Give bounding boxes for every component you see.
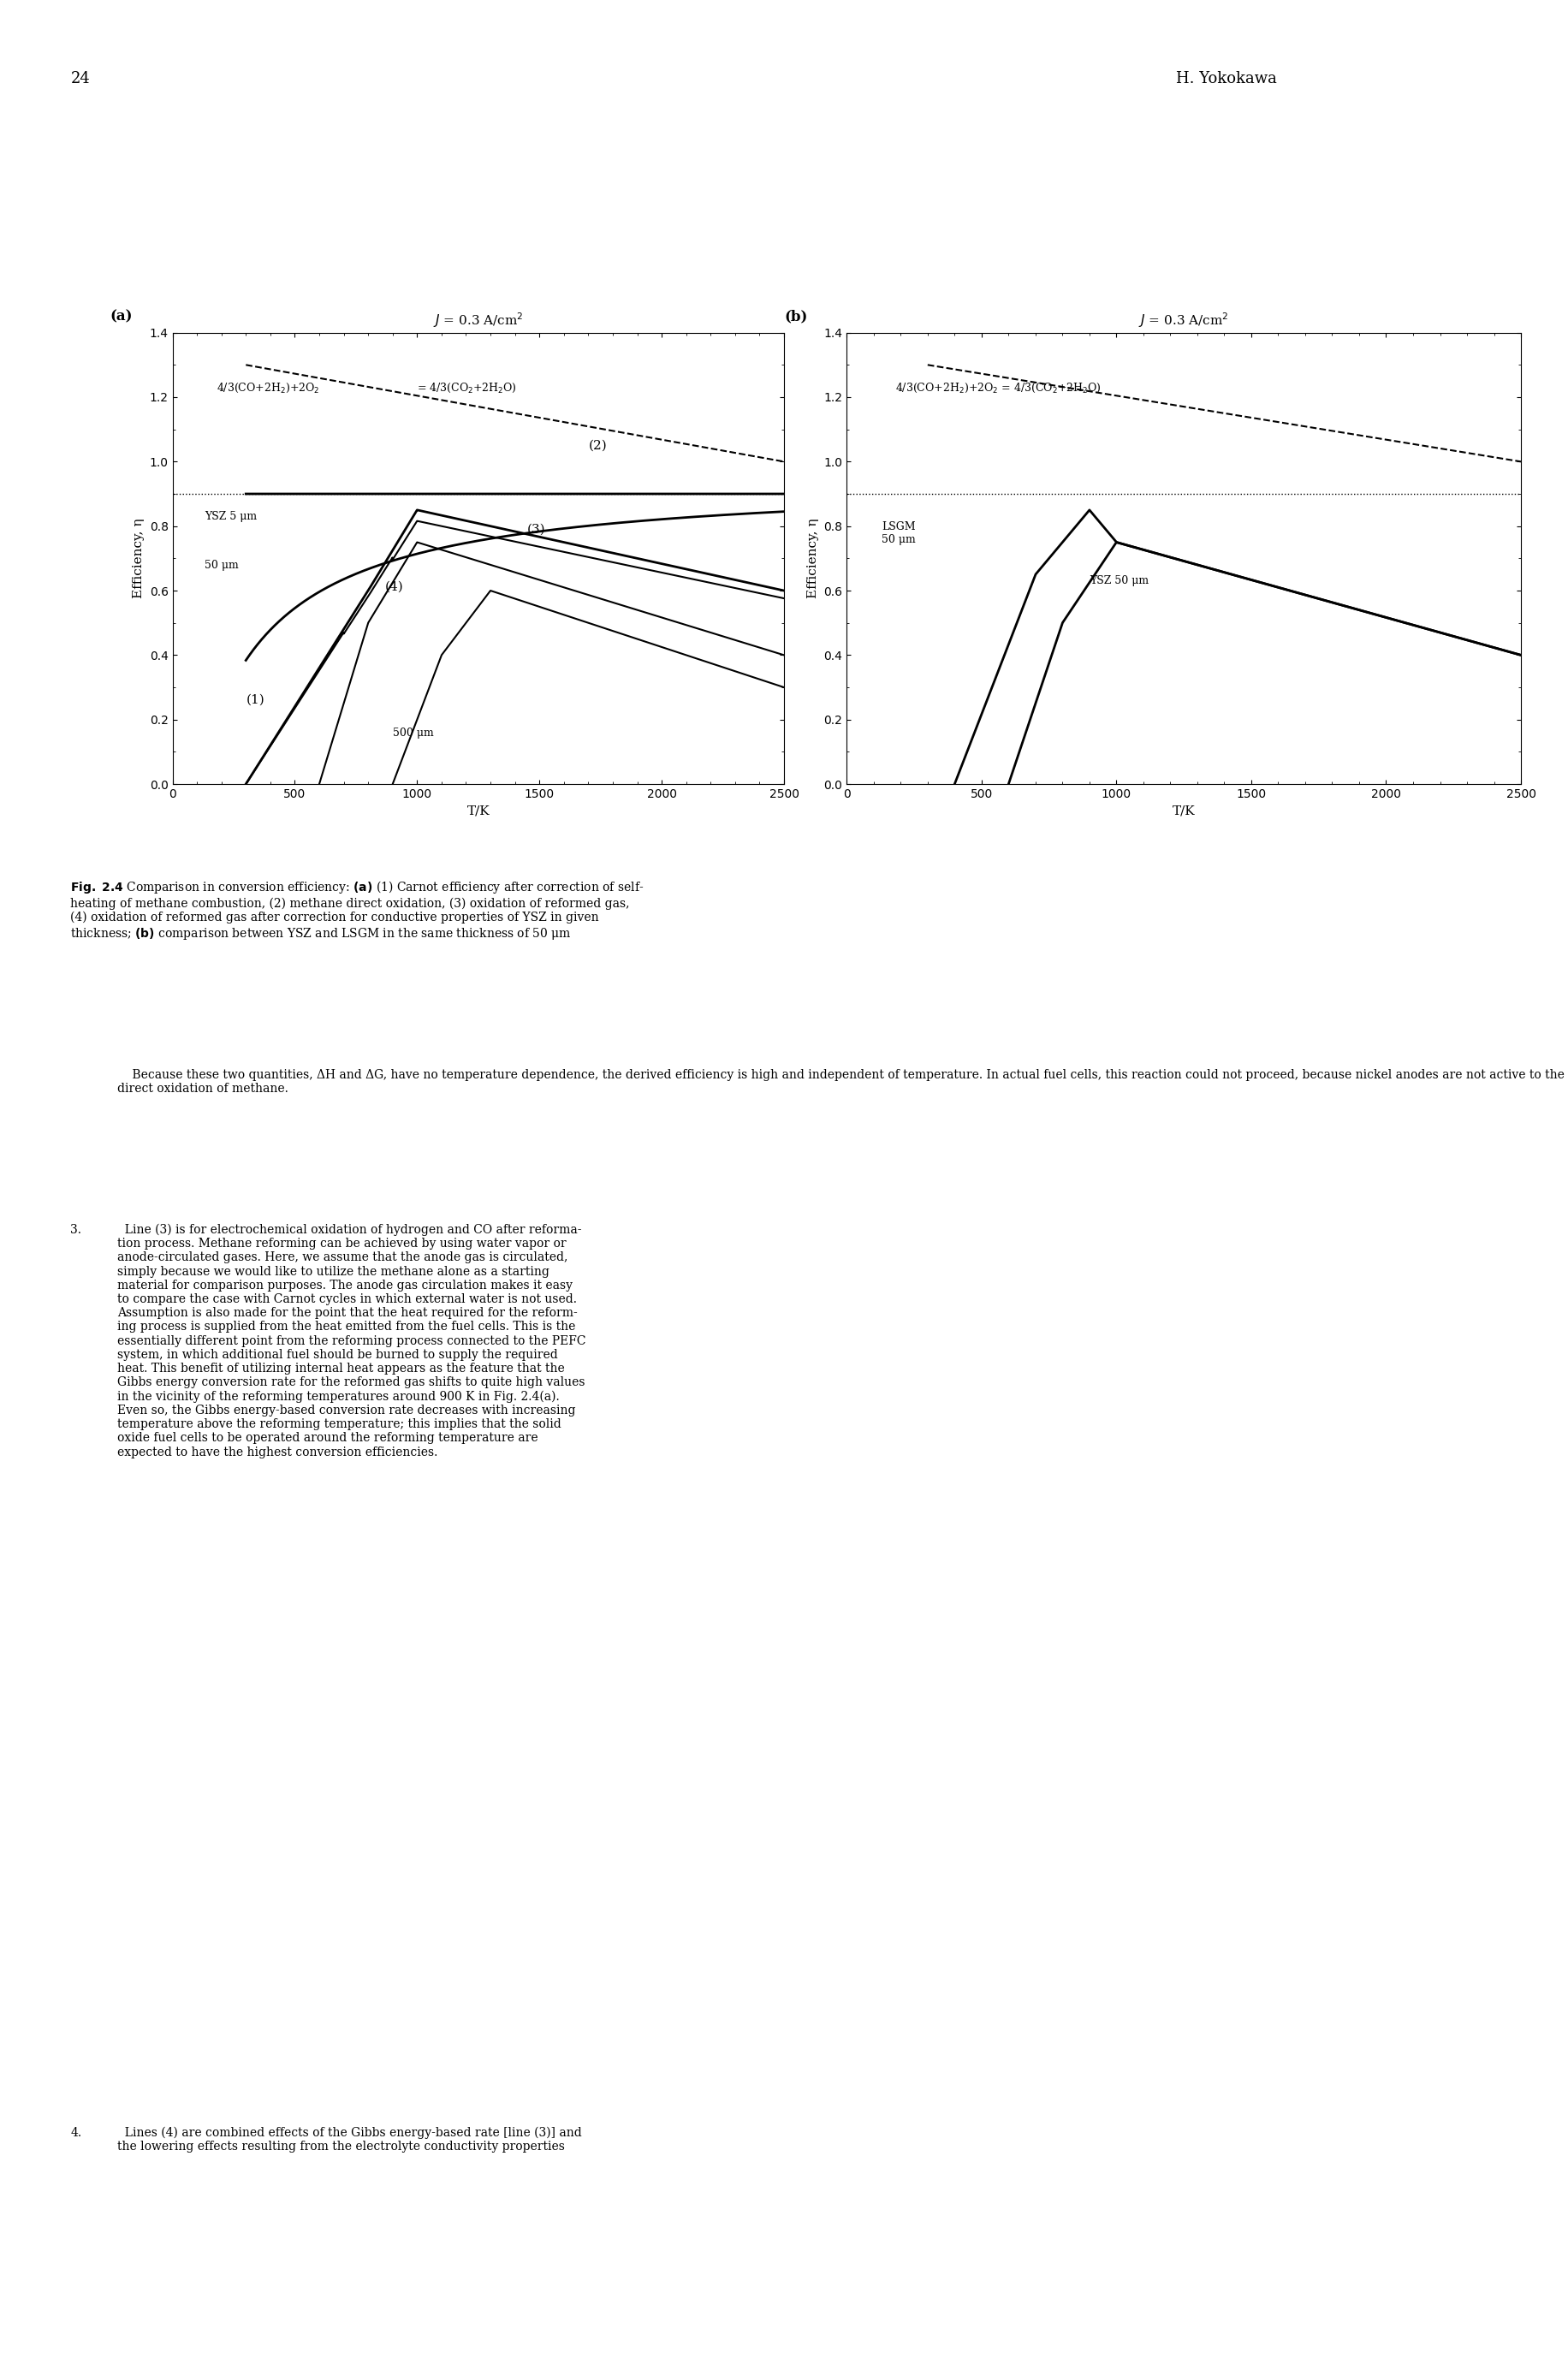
Text: (2): (2) <box>588 440 607 451</box>
Text: YSZ 50 μm: YSZ 50 μm <box>1090 575 1149 587</box>
Text: Lines (4) are combined effects of the Gibbs energy-based rate [line (3)] and
the: Lines (4) are combined effects of the Gi… <box>118 2127 582 2153</box>
Text: 4/3(CO+2H$_2$)+2O$_2$ = 4/3(CO$_2$+2H$_2$O): 4/3(CO+2H$_2$)+2O$_2$ = 4/3(CO$_2$+2H$_2… <box>895 380 1101 394</box>
Text: (3): (3) <box>527 523 546 535</box>
X-axis label: T/K: T/K <box>1173 805 1195 817</box>
Title: $J$ = 0.3 A/cm$^2$: $J$ = 0.3 A/cm$^2$ <box>1138 311 1229 330</box>
Y-axis label: Efficiency, η: Efficiency, η <box>133 518 144 599</box>
Text: (b): (b) <box>784 309 808 323</box>
Text: 4/3(CO+2H$_2$)+2O$_2$: 4/3(CO+2H$_2$)+2O$_2$ <box>216 380 320 394</box>
Text: 500 μm: 500 μm <box>392 727 433 739</box>
Text: Line (3) is for electrochemical oxidation of hydrogen and CO after reforma-
tion: Line (3) is for electrochemical oxidatio… <box>118 1224 586 1459</box>
Text: 24: 24 <box>71 71 89 86</box>
Text: (4): (4) <box>386 582 405 594</box>
Y-axis label: Efficiency, η: Efficiency, η <box>808 518 818 599</box>
Text: YSZ 5 μm: YSZ 5 μm <box>204 511 257 523</box>
Text: 3.: 3. <box>71 1224 82 1236</box>
Text: H. Yokokawa: H. Yokokawa <box>1176 71 1276 86</box>
Text: LSGM
50 μm: LSGM 50 μm <box>881 520 916 544</box>
Text: Because these two quantities, ΔH and ΔG, have no temperature dependence, the der: Because these two quantities, ΔH and ΔG,… <box>118 1069 1565 1095</box>
Title: $J$ = 0.3 A/cm$^2$: $J$ = 0.3 A/cm$^2$ <box>433 311 524 330</box>
Text: 50 μm: 50 μm <box>204 558 238 570</box>
Text: (1): (1) <box>246 694 265 706</box>
X-axis label: T/K: T/K <box>467 805 489 817</box>
Text: 4.: 4. <box>71 2127 82 2138</box>
Text: = 4/3(CO$_2$+2H$_2$O): = 4/3(CO$_2$+2H$_2$O) <box>417 380 517 394</box>
Text: (a): (a) <box>110 309 132 323</box>
Text: $\bf{Fig.\ 2.4}$ Comparison in conversion efficiency: $\bf{(a)}$ (1) Carnot effi: $\bf{Fig.\ 2.4}$ Comparison in conversio… <box>71 879 644 941</box>
